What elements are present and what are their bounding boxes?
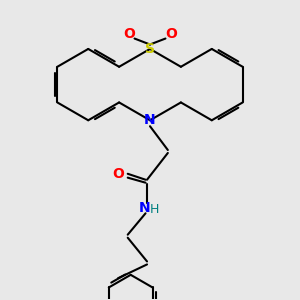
Text: O: O <box>123 27 135 41</box>
Text: O: O <box>112 167 124 181</box>
Text: S: S <box>145 42 155 56</box>
Text: N: N <box>139 201 151 215</box>
Text: N: N <box>144 113 156 127</box>
Text: H: H <box>150 203 159 216</box>
Text: O: O <box>165 27 177 41</box>
